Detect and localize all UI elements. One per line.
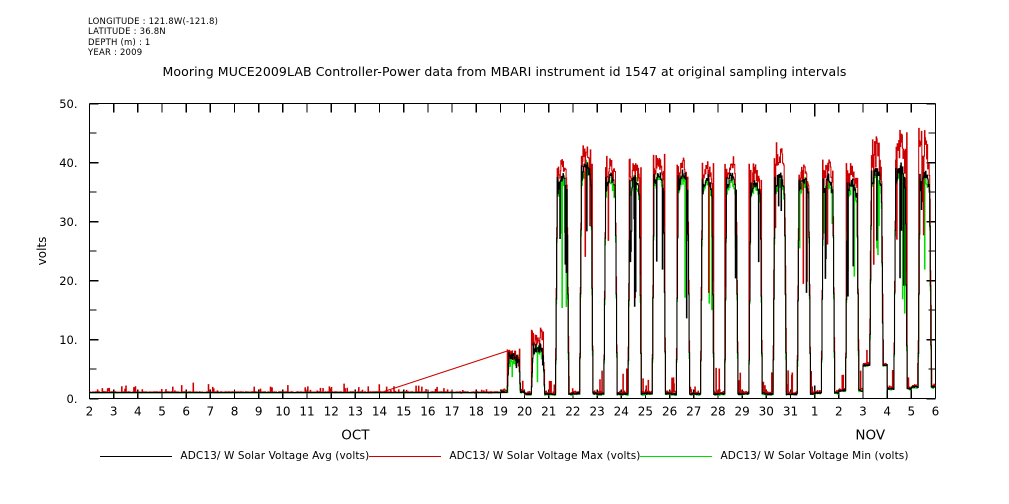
x-axis-tick-label: 3 xyxy=(110,405,118,419)
x-axis-tick-label: 14 xyxy=(372,405,387,419)
x-axis-tick-label: 7 xyxy=(207,405,215,419)
year-label: YEAR : 2009 xyxy=(88,48,143,59)
chart-title: Mooring MUCE2009LAB Controller-Power dat… xyxy=(162,64,847,79)
y-axis-tick-label: 20. xyxy=(59,274,77,288)
legend-entry-max: ADC13/ W Solar Voltage Max (volts) xyxy=(369,450,640,462)
x-axis-tick-label: 30 xyxy=(759,405,774,419)
x-axis-tick-label: 29 xyxy=(734,405,749,419)
x-axis-tick-label: 31 xyxy=(783,405,798,419)
x-axis-tick-label: 4 xyxy=(883,405,891,419)
chart-legend: ADC13/ W Solar Voltage Avg (volts) ADC13… xyxy=(0,450,1009,462)
x-axis-month-label: NOV xyxy=(855,428,885,444)
x-axis-tick-label: 9 xyxy=(255,405,263,419)
x-axis-tick-label: 1 xyxy=(811,405,819,419)
x-axis-tick-label: 6 xyxy=(932,405,940,419)
x-axis-tick-label: 18 xyxy=(469,405,484,419)
x-axis-tick-label: 8 xyxy=(231,405,239,419)
station-metadata: LONGITUDE : 121.8W(-121.8) LATITUDE : 36… xyxy=(88,17,218,59)
x-axis-tick-label: 2 xyxy=(835,405,843,419)
legend-entry-avg: ADC13/ W Solar Voltage Avg (volts) xyxy=(100,450,369,462)
y-axis-tick-label: 0. xyxy=(67,392,78,406)
legend-swatch-min xyxy=(640,455,713,457)
x-axis-tick-label: 3 xyxy=(859,405,867,419)
x-axis-tick-label: 23 xyxy=(589,405,604,419)
y-axis-tick-label: 10. xyxy=(59,333,77,347)
longitude-label: LONGITUDE : 121.8W(-121.8) xyxy=(88,17,219,27)
legend-label-max: ADC13/ W Solar Voltage Max (volts) xyxy=(449,450,641,462)
x-axis-tick-label: 5 xyxy=(158,405,166,419)
legend-swatch-max xyxy=(369,455,442,457)
x-axis-tick-label: 28 xyxy=(710,405,725,419)
x-axis-tick-label: 17 xyxy=(444,405,459,419)
x-axis-tick-label: 15 xyxy=(396,405,411,419)
x-axis-tick-label: 6 xyxy=(182,405,190,419)
series-ramp-max xyxy=(384,349,511,392)
x-axis-tick-label: 11 xyxy=(299,405,314,419)
latitude-label: LATITUDE : 36.8N xyxy=(88,27,166,38)
legend-label-avg: ADC13/ W Solar Voltage Avg (volts) xyxy=(180,450,370,462)
x-axis-tick-label: 5 xyxy=(908,405,916,419)
y-axis-tick-label: 50. xyxy=(59,97,77,111)
legend-label-min: ADC13/ W Solar Voltage Min (volts) xyxy=(720,450,909,462)
x-axis-tick-label: 26 xyxy=(662,405,677,419)
x-axis-tick-label: 21 xyxy=(541,405,556,419)
x-axis-month-label: OCT xyxy=(341,428,370,444)
x-axis-tick-label: 25 xyxy=(638,405,653,419)
x-axis-tick-label: 20 xyxy=(517,405,532,419)
legend-swatch-avg xyxy=(100,455,173,457)
x-axis-tick-label: 4 xyxy=(134,405,142,419)
x-axis-tick-label: 16 xyxy=(420,405,435,419)
x-axis-tick-label: 12 xyxy=(324,405,339,419)
x-axis-tick-label: 2 xyxy=(86,405,94,419)
x-axis-tick-label: 27 xyxy=(686,405,701,419)
x-axis-tick-label: 19 xyxy=(493,405,508,419)
legend-entry-min: ADC13/ W Solar Voltage Min (volts) xyxy=(640,450,908,462)
y-axis-tick-label: 30. xyxy=(59,215,77,229)
y-axis-tick-label: 40. xyxy=(59,156,77,170)
x-axis-tick-label: 10 xyxy=(275,405,290,419)
x-axis-tick-label: 13 xyxy=(348,405,363,419)
series-group xyxy=(89,127,936,397)
x-axis-tick-label: 24 xyxy=(614,405,629,419)
depth-label: DEPTH (m) : 1 xyxy=(88,37,151,48)
series-line-min xyxy=(89,159,936,397)
x-axis-tick-label: 22 xyxy=(565,405,580,419)
y-axis-title: volts xyxy=(35,237,49,266)
